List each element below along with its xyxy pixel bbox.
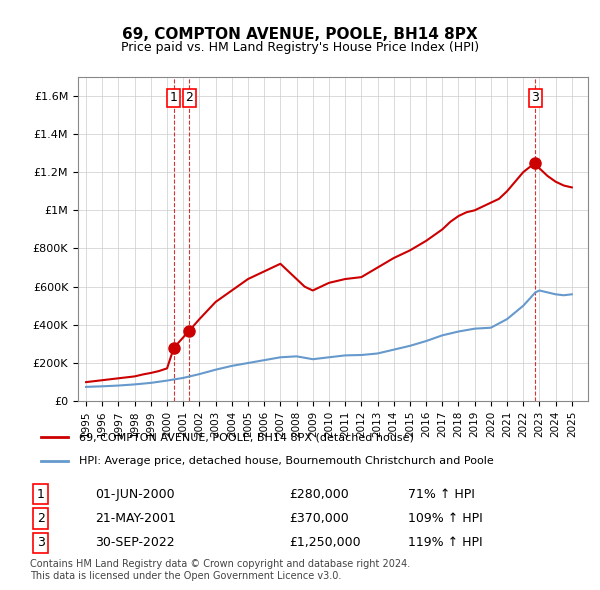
Text: 1: 1 bbox=[170, 91, 178, 104]
Text: 3: 3 bbox=[37, 536, 45, 549]
Text: 21-MAY-2001: 21-MAY-2001 bbox=[95, 512, 176, 525]
Text: 109% ↑ HPI: 109% ↑ HPI bbox=[408, 512, 483, 525]
Text: 71% ↑ HPI: 71% ↑ HPI bbox=[408, 487, 475, 501]
Text: Price paid vs. HM Land Registry's House Price Index (HPI): Price paid vs. HM Land Registry's House … bbox=[121, 41, 479, 54]
Text: 69, COMPTON AVENUE, POOLE, BH14 8PX (detached house): 69, COMPTON AVENUE, POOLE, BH14 8PX (det… bbox=[79, 432, 413, 442]
Text: £280,000: £280,000 bbox=[289, 487, 349, 501]
Text: £1,250,000: £1,250,000 bbox=[289, 536, 361, 549]
Text: HPI: Average price, detached house, Bournemouth Christchurch and Poole: HPI: Average price, detached house, Bour… bbox=[79, 456, 493, 466]
Text: 3: 3 bbox=[532, 91, 539, 104]
Text: 2: 2 bbox=[185, 91, 193, 104]
Text: This data is licensed under the Open Government Licence v3.0.: This data is licensed under the Open Gov… bbox=[30, 571, 341, 581]
Text: 69, COMPTON AVENUE, POOLE, BH14 8PX: 69, COMPTON AVENUE, POOLE, BH14 8PX bbox=[122, 27, 478, 41]
Text: 119% ↑ HPI: 119% ↑ HPI bbox=[408, 536, 482, 549]
Text: £370,000: £370,000 bbox=[289, 512, 349, 525]
Text: 1: 1 bbox=[37, 487, 45, 501]
Text: Contains HM Land Registry data © Crown copyright and database right 2024.: Contains HM Land Registry data © Crown c… bbox=[30, 559, 410, 569]
Text: 2: 2 bbox=[37, 512, 45, 525]
Text: 01-JUN-2000: 01-JUN-2000 bbox=[95, 487, 175, 501]
Text: 30-SEP-2022: 30-SEP-2022 bbox=[95, 536, 175, 549]
